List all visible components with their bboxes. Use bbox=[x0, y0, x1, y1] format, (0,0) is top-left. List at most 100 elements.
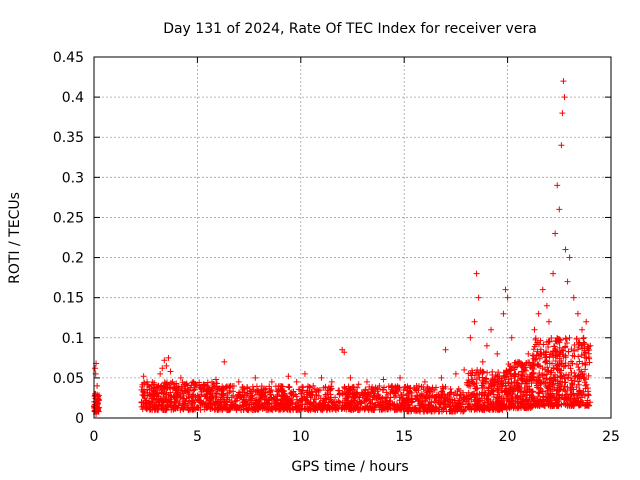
data-point bbox=[539, 388, 546, 395]
data-point bbox=[511, 379, 518, 386]
data-point bbox=[413, 407, 420, 414]
data-point bbox=[394, 402, 401, 409]
data-point bbox=[201, 401, 208, 408]
data-point bbox=[471, 372, 478, 379]
data-point bbox=[494, 350, 501, 357]
data-point bbox=[489, 368, 496, 375]
data-point bbox=[180, 392, 187, 399]
data-point bbox=[536, 370, 543, 377]
data-point bbox=[362, 386, 369, 393]
data-point bbox=[559, 392, 566, 399]
data-point bbox=[322, 383, 329, 390]
data-point bbox=[153, 396, 160, 403]
data-point bbox=[587, 342, 594, 349]
data-point bbox=[547, 386, 554, 393]
data-point bbox=[265, 396, 272, 403]
data-point bbox=[560, 78, 567, 85]
data-point bbox=[543, 302, 550, 309]
data-point bbox=[557, 378, 564, 385]
data-point bbox=[573, 361, 580, 368]
data-point bbox=[163, 362, 170, 369]
data-point bbox=[286, 384, 293, 391]
data-point bbox=[207, 405, 214, 412]
x-tick-label: 5 bbox=[193, 429, 202, 445]
x-axis-label: GPS time / hours bbox=[291, 459, 408, 475]
data-point bbox=[244, 400, 251, 407]
data-point bbox=[348, 399, 355, 406]
data-point bbox=[235, 378, 242, 385]
data-point bbox=[400, 386, 407, 393]
data-point bbox=[357, 405, 364, 412]
data-point bbox=[350, 395, 357, 402]
data-point bbox=[210, 384, 217, 391]
data-point bbox=[244, 390, 251, 397]
data-point bbox=[475, 401, 482, 408]
data-point bbox=[546, 338, 553, 345]
x-tick-label: 20 bbox=[499, 429, 517, 445]
data-point bbox=[558, 373, 565, 380]
data-point bbox=[401, 383, 408, 390]
data-point bbox=[207, 388, 214, 395]
x-tick-label: 10 bbox=[292, 429, 310, 445]
data-point bbox=[249, 406, 256, 413]
data-point bbox=[554, 386, 561, 393]
y-tick-label: 0.15 bbox=[53, 291, 84, 307]
data-point bbox=[296, 406, 303, 413]
x-axis-ticks: 0 5 10 15 20 25 bbox=[90, 57, 620, 445]
data-point bbox=[163, 385, 170, 392]
data-point bbox=[514, 358, 521, 365]
data-point bbox=[500, 310, 507, 317]
data-point bbox=[209, 392, 216, 399]
data-point bbox=[564, 391, 571, 398]
data-point bbox=[138, 398, 145, 405]
data-point bbox=[526, 392, 533, 399]
data-point bbox=[342, 385, 349, 392]
data-point bbox=[200, 382, 207, 389]
data-point bbox=[550, 364, 557, 371]
data-point bbox=[543, 349, 550, 356]
data-point bbox=[413, 382, 420, 389]
data-point bbox=[184, 389, 191, 396]
data-point bbox=[505, 361, 512, 368]
data-point bbox=[571, 370, 578, 377]
data-point bbox=[397, 374, 404, 381]
data-point bbox=[535, 390, 542, 397]
data-point bbox=[495, 405, 502, 412]
data-point bbox=[381, 384, 388, 391]
data-point bbox=[248, 393, 255, 400]
data-point bbox=[558, 142, 565, 149]
data-point bbox=[519, 361, 526, 368]
data-point bbox=[369, 396, 376, 403]
data-point bbox=[436, 408, 443, 415]
data-point bbox=[321, 405, 328, 412]
data-point bbox=[266, 383, 273, 390]
data-point bbox=[517, 403, 524, 410]
data-point bbox=[533, 351, 540, 358]
data-point bbox=[391, 406, 398, 413]
data-point bbox=[460, 408, 467, 415]
data-point bbox=[442, 346, 449, 353]
data-point bbox=[396, 397, 403, 404]
data-point bbox=[566, 254, 573, 261]
data-point bbox=[479, 358, 486, 365]
data-point bbox=[554, 182, 561, 189]
data-point bbox=[350, 384, 357, 391]
data-point bbox=[322, 391, 329, 398]
data-point bbox=[530, 370, 537, 377]
data-point bbox=[404, 383, 411, 390]
data-point bbox=[562, 354, 569, 361]
data-point bbox=[336, 390, 343, 397]
data-point bbox=[552, 230, 559, 237]
data-point bbox=[217, 400, 224, 407]
data-point bbox=[564, 374, 571, 381]
data-point bbox=[576, 358, 583, 365]
data-point bbox=[153, 390, 160, 397]
data-point bbox=[559, 110, 566, 117]
data-point bbox=[219, 390, 226, 397]
data-point bbox=[497, 381, 504, 388]
data-point bbox=[308, 388, 315, 395]
data-point bbox=[144, 386, 151, 393]
data-point bbox=[161, 379, 168, 386]
data-point bbox=[246, 387, 253, 394]
data-point bbox=[144, 381, 151, 388]
